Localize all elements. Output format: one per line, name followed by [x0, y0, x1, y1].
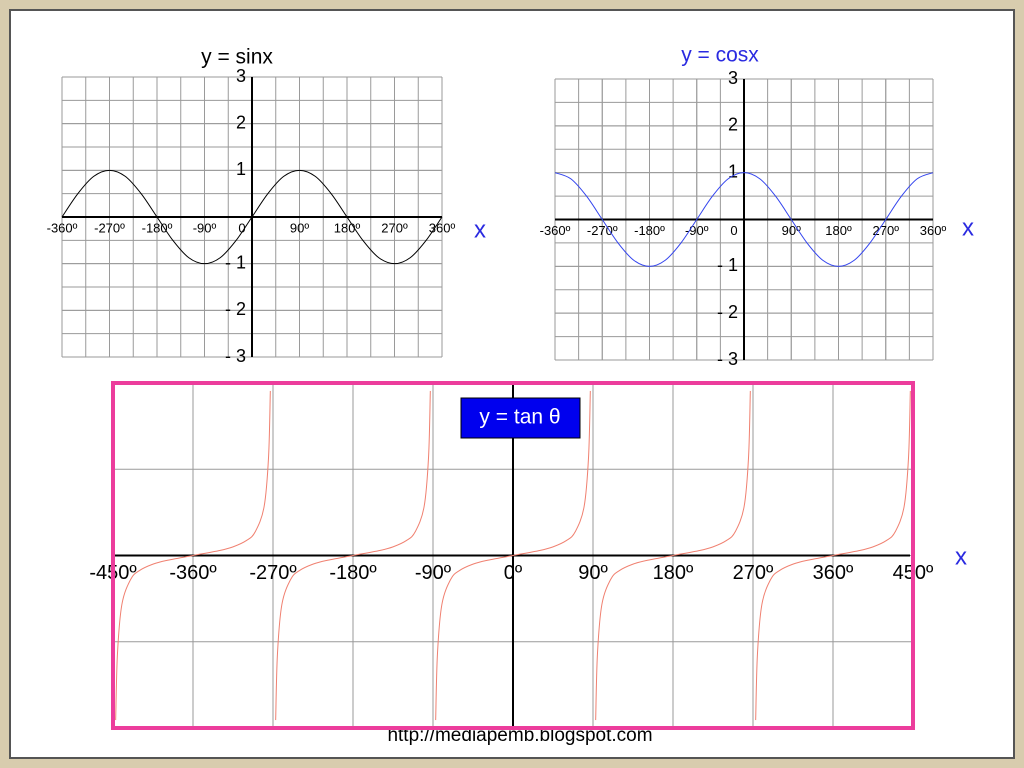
- x-axis-label: x: [474, 216, 486, 243]
- curve: [115, 390, 911, 721]
- x-tick-label: 270º: [381, 220, 408, 235]
- x-tick-label: -180º: [634, 223, 665, 238]
- chart-frame: [111, 381, 915, 730]
- x-axis-label: x: [955, 543, 967, 570]
- y-tick-label: - 1: [717, 255, 738, 275]
- chart: -450º -360º -270º -180º -90º 0º 90º 180º 270º 360…: [89, 381, 967, 730]
- y-tick-label: - 3: [717, 349, 738, 369]
- x-tick-label: 180º: [653, 562, 694, 584]
- chart-title: y = tan θ: [479, 406, 560, 429]
- y-tick-label: 2: [728, 115, 738, 135]
- x-tick-label: -90º: [685, 223, 709, 238]
- x-tick-label: -270º: [94, 220, 125, 235]
- x-tick-label: 360º: [920, 223, 947, 238]
- x-tick-label: 90º: [290, 220, 309, 235]
- x-tick-label: -360º: [47, 220, 78, 235]
- x-tick-label: -90º: [415, 562, 452, 584]
- x-tick-label: 360º: [429, 220, 456, 235]
- x-tick-label: 0: [730, 223, 737, 238]
- y-tick-label: - 2: [717, 302, 738, 322]
- x-tick-label: 270º: [873, 223, 900, 238]
- x-tick-label: -180º: [329, 562, 377, 584]
- x-tick-label: -90º: [193, 220, 217, 235]
- x-axis-label: x: [962, 214, 974, 241]
- y-tick-label: 1: [236, 159, 246, 179]
- footer: http://mediapemb.blogspot.com: [387, 725, 652, 746]
- title-box: [460, 397, 581, 439]
- x-tick-label: 180º: [334, 220, 361, 235]
- y-tick-label: - 3: [225, 346, 246, 366]
- y-tick-label: - 2: [225, 299, 246, 319]
- y-tick-label: 3: [728, 68, 738, 88]
- y-tick-label: 3: [236, 66, 246, 86]
- x-tick-label: 360º: [813, 562, 854, 584]
- x-tick-label: 0º: [504, 562, 523, 584]
- y-tick-label: 2: [236, 112, 246, 132]
- y-tick-label: 1: [728, 161, 738, 181]
- chart-title: y = cosx: [681, 44, 759, 67]
- chart: -360º -270º -180º -90º 0 90º 180º 270º 360º - 3 - …: [47, 46, 486, 366]
- chart-title: y = sinx: [201, 46, 273, 69]
- x-tick-label: 180º: [825, 223, 852, 238]
- x-tick-label: 0: [238, 220, 245, 235]
- y-tick-label: - 1: [225, 252, 246, 272]
- x-tick-label: 270º: [733, 562, 774, 584]
- x-tick-label: -270º: [587, 223, 618, 238]
- x-tick-label: -360º: [169, 562, 217, 584]
- x-tick-label: -270º: [249, 562, 297, 584]
- curve: [61, 169, 443, 265]
- x-tick-label: -180º: [142, 220, 173, 235]
- x-tick-label: -360º: [540, 223, 571, 238]
- chart: -360º -270º -180º -90º 0 90º 180º 270º 360º- 3- …: [540, 44, 974, 369]
- x-tick-label: 90º: [578, 562, 608, 584]
- curve: [554, 172, 934, 267]
